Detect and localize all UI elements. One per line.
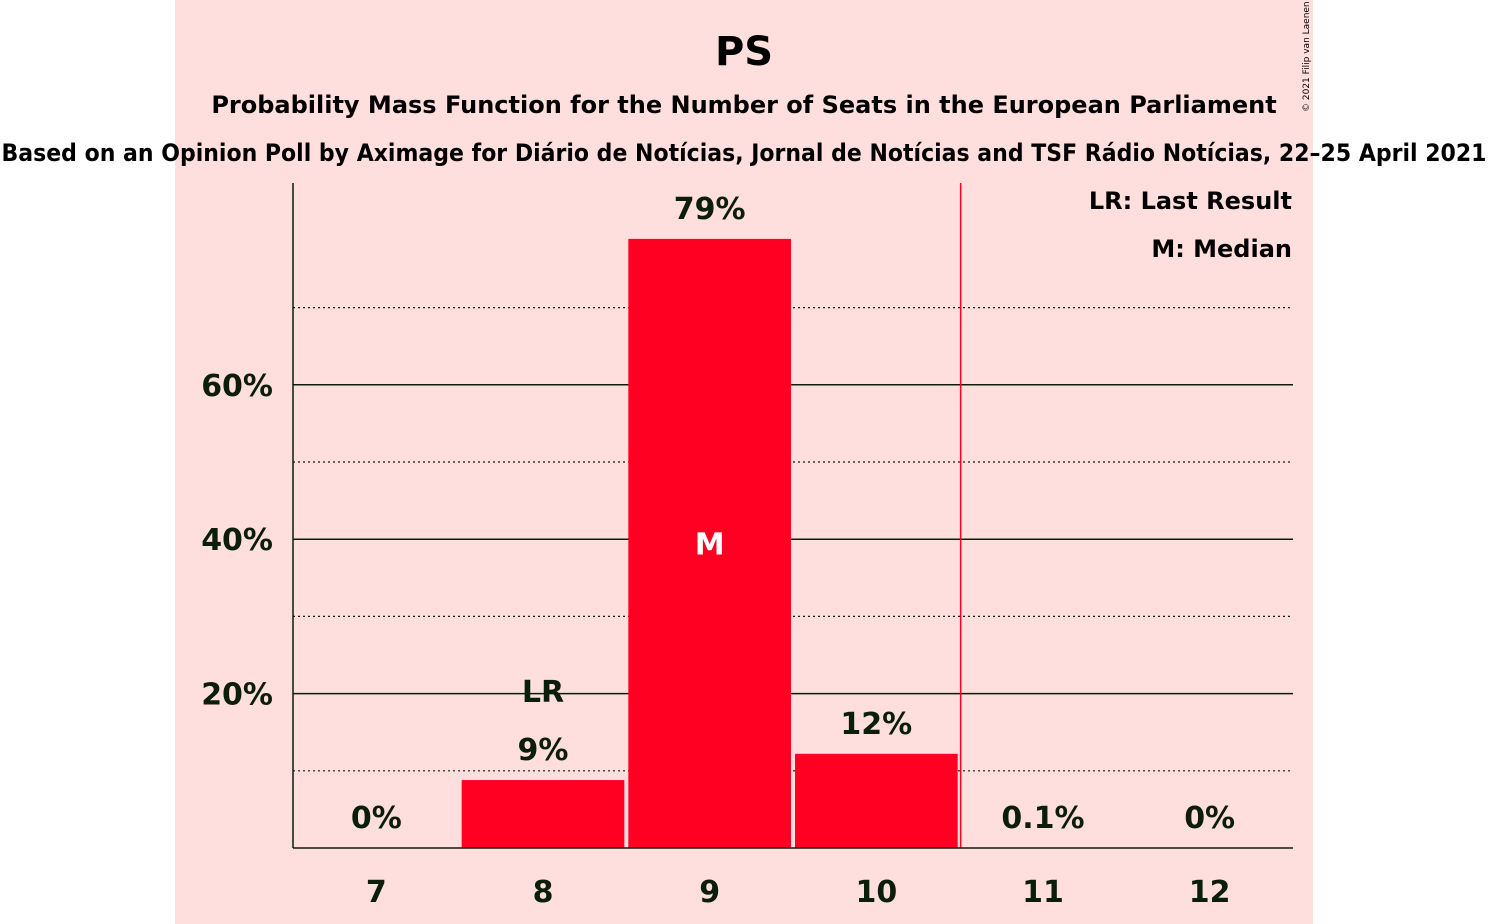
value-labels: 0% 9% LR 79% M 12% 0.1% 0% <box>351 192 1235 836</box>
value-label-9: 79% <box>674 192 746 227</box>
y-tick-label-0: 20% <box>201 678 273 713</box>
x-tick-label-9: 9 <box>699 875 720 910</box>
chart-subtitle: Probability Mass Function for the Number… <box>211 91 1276 119</box>
x-tick-label-7: 7 <box>366 875 387 910</box>
x-tick-labels: 7 8 9 10 11 12 <box>366 875 1231 910</box>
value-label-8: 9% <box>518 733 569 768</box>
last-result-marker: LR <box>522 675 564 710</box>
bar-10 <box>795 753 958 848</box>
y-tick-labels: 20% 40% 60% <box>201 369 273 713</box>
chart-source: Based on an Opinion Poll by Aximage for … <box>2 139 1487 167</box>
value-label-7: 0% <box>351 801 402 836</box>
bar-9 <box>628 238 791 849</box>
value-label-10: 12% <box>840 707 912 742</box>
legend-median: M: Median <box>1151 235 1292 263</box>
chart-title: PS <box>715 29 773 75</box>
bars <box>461 238 958 849</box>
x-tick-label-12: 12 <box>1189 875 1231 910</box>
legend-last-result: LR: Last Result <box>1089 187 1292 215</box>
x-tick-label-11: 11 <box>1022 875 1064 910</box>
y-tick-label-1: 40% <box>201 523 273 558</box>
copyright-notice: © 2021 Filip van Laenen <box>1302 1 1312 112</box>
x-tick-label-10: 10 <box>855 875 897 910</box>
value-label-12: 0% <box>1184 801 1235 836</box>
value-label-11: 0.1% <box>1001 801 1084 836</box>
x-tick-label-8: 8 <box>533 875 554 910</box>
grid-lines <box>293 307 1293 772</box>
bar-8 <box>461 780 625 848</box>
y-tick-label-2: 60% <box>201 369 273 404</box>
median-marker: M <box>695 527 725 562</box>
